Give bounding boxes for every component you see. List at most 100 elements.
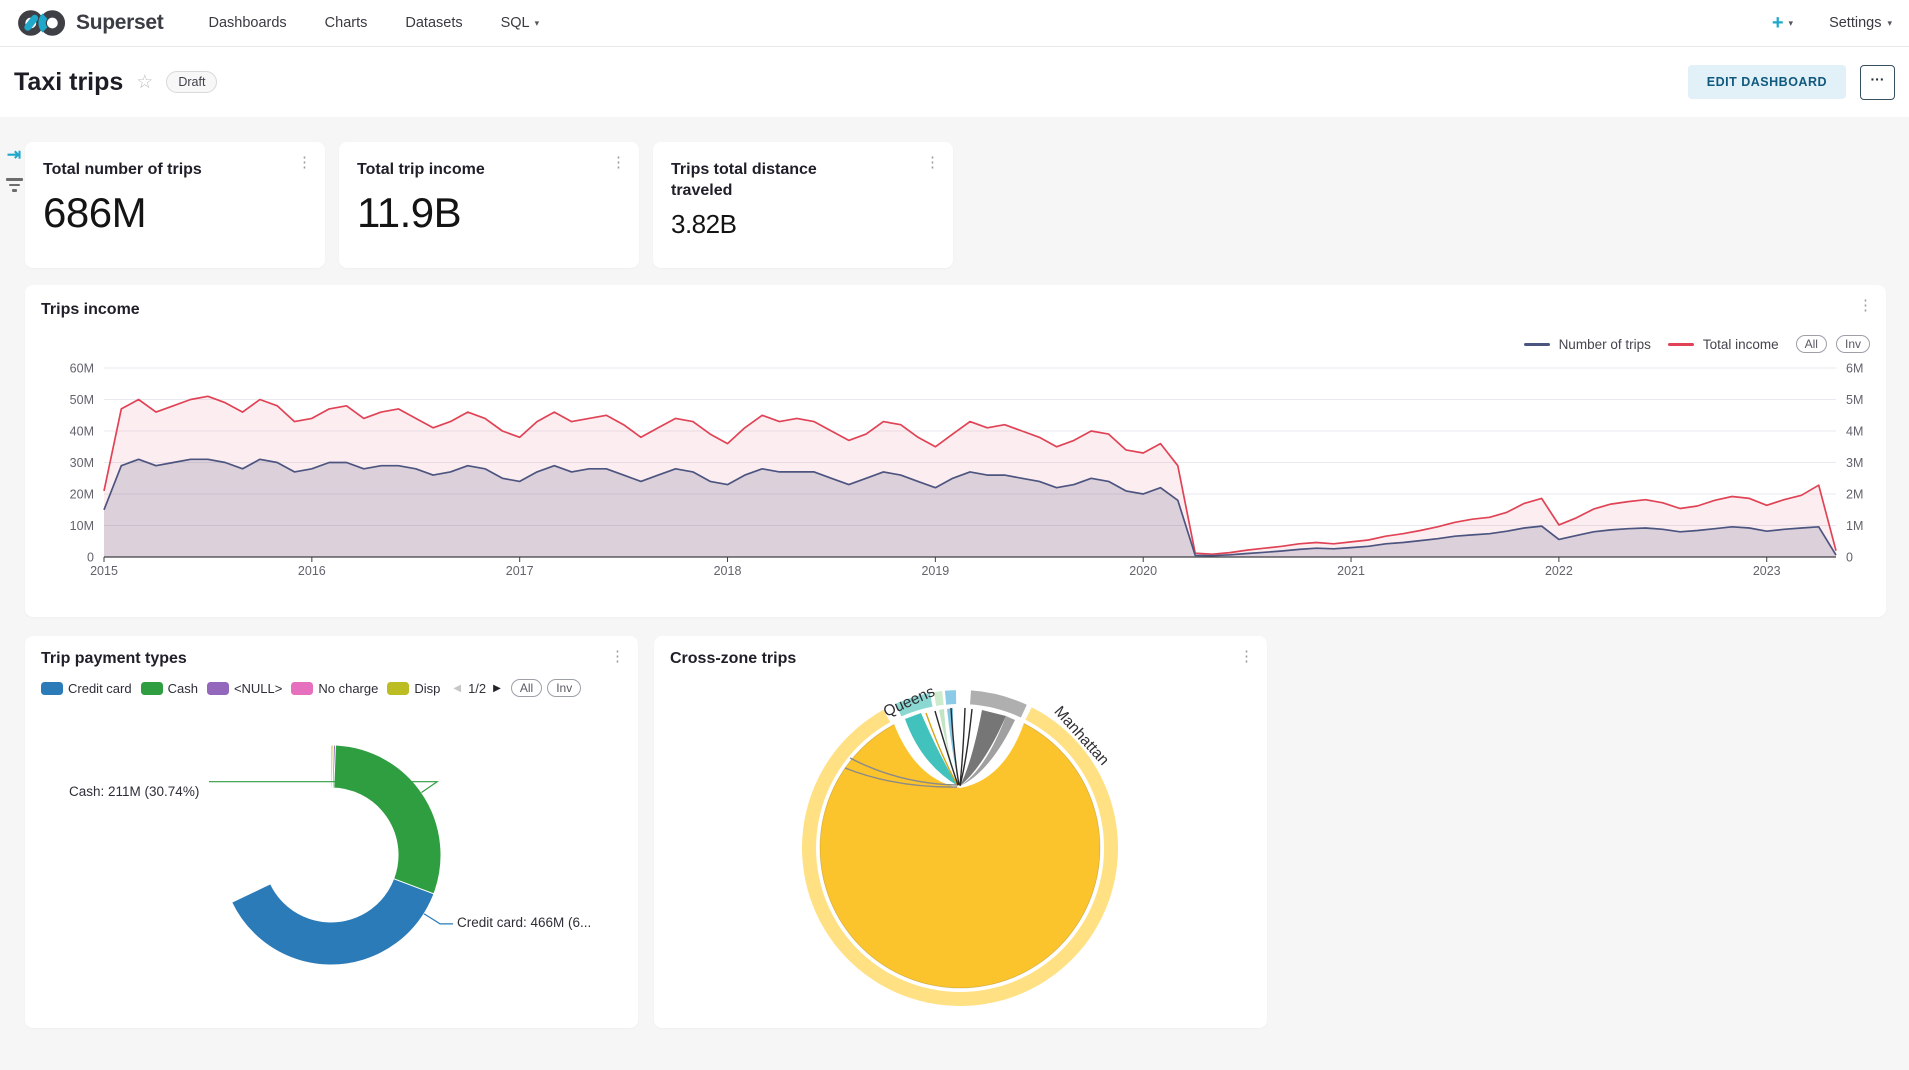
superset-logo[interactable]: Superset bbox=[17, 9, 164, 37]
kebab-menu-icon[interactable]: ⋮ bbox=[611, 154, 626, 171]
chart-title: Trip payment types bbox=[41, 650, 187, 667]
svg-text:0: 0 bbox=[1846, 551, 1853, 565]
pie-slice-disputed[interactable] bbox=[330, 744, 334, 789]
legend-prev-page-icon[interactable]: ◀ bbox=[453, 682, 462, 694]
svg-text:20M: 20M bbox=[70, 488, 94, 502]
nav-item-charts[interactable]: Charts bbox=[324, 15, 368, 31]
nav-item-datasets[interactable]: Datasets bbox=[405, 15, 463, 31]
kpi-value: 11.9B bbox=[357, 189, 462, 237]
svg-text:2015: 2015 bbox=[90, 564, 118, 578]
kpi-title: Total trip income bbox=[357, 161, 485, 178]
legend-item-null[interactable]: <NULL> bbox=[206, 681, 282, 696]
chord-zone-arc[interactable] bbox=[944, 690, 957, 705]
legend-swatch bbox=[41, 681, 63, 695]
filter-icon[interactable] bbox=[5, 178, 23, 192]
legend-item-total-income[interactable]: Total income bbox=[1702, 336, 1779, 352]
superset-infinity-icon bbox=[18, 10, 66, 36]
new-item-button[interactable]: + ▾ bbox=[1772, 13, 1793, 33]
legend-item-disputed[interactable]: Disp bbox=[387, 681, 440, 696]
chord-zone-arc[interactable] bbox=[970, 690, 1027, 718]
settings-menu[interactable]: Settings ▾ bbox=[1829, 15, 1892, 31]
dashboard-header: Taxi trips ☆ Draft EDIT DASHBOARD ··· bbox=[0, 47, 1909, 117]
cross-zone-trips-card: Cross-zone trips ⋮ Manhattan Queens bbox=[654, 636, 1267, 1028]
nav-item-sql[interactable]: SQL ▾ bbox=[500, 15, 540, 31]
filter-rail: ⇥ bbox=[3, 146, 25, 192]
legend-swatch bbox=[387, 681, 410, 695]
svg-text:40M: 40M bbox=[70, 425, 94, 439]
kpi-title: Total number of trips bbox=[43, 161, 202, 178]
svg-text:2M: 2M bbox=[1846, 488, 1863, 502]
svg-text:5M: 5M bbox=[1846, 393, 1863, 407]
pie-label-credit-card: Credit card: 466M (6... bbox=[457, 915, 592, 930]
svg-text:1M: 1M bbox=[1846, 519, 1863, 533]
kebab-menu-icon[interactable]: ⋮ bbox=[1858, 297, 1873, 314]
svg-text:2021: 2021 bbox=[1337, 564, 1365, 578]
kpi-card-trip-income: Total trip income ⋮ 11.9B bbox=[339, 142, 639, 268]
kebab-menu-icon[interactable]: ⋮ bbox=[297, 154, 312, 171]
chevron-down-icon: ▾ bbox=[1788, 17, 1794, 28]
kpi-row: Total number of trips ⋮ 686M Total trip … bbox=[25, 142, 1886, 268]
svg-text:2023: 2023 bbox=[1753, 564, 1781, 578]
dashboard-body: Total number of trips ⋮ 686M Total trip … bbox=[0, 117, 1909, 1028]
chart-title: Trips income bbox=[41, 301, 140, 318]
top-navbar: Superset Dashboards Charts Datasets SQL … bbox=[0, 0, 1909, 47]
kpi-value: 686M bbox=[43, 189, 147, 237]
legend-all-button[interactable]: All bbox=[1795, 335, 1827, 353]
legend-page-indicator: 1/2 bbox=[468, 680, 487, 696]
svg-text:4M: 4M bbox=[1846, 425, 1863, 439]
svg-text:2018: 2018 bbox=[714, 564, 742, 578]
kebab-menu-icon[interactable]: ⋮ bbox=[925, 154, 940, 171]
svg-text:60M: 60M bbox=[70, 362, 94, 376]
brand-name: Superset bbox=[76, 11, 164, 34]
legend-swatch bbox=[291, 681, 314, 695]
svg-text:50M: 50M bbox=[70, 393, 94, 407]
kpi-card-total-trips: Total number of trips ⋮ 686M bbox=[25, 142, 325, 268]
more-actions-button[interactable]: ··· bbox=[1860, 64, 1895, 100]
edit-dashboard-button[interactable]: EDIT DASHBOARD bbox=[1687, 65, 1846, 99]
payment-types-donut-chart bbox=[209, 744, 453, 966]
legend-all-button[interactable]: All bbox=[510, 679, 543, 697]
legend-item-credit-card[interactable]: Credit card bbox=[41, 681, 132, 696]
svg-text:3M: 3M bbox=[1846, 456, 1863, 470]
kpi-card-total-distance: Trips total distance traveled ⋮ 3.82B bbox=[653, 142, 953, 268]
plus-icon: + bbox=[1771, 12, 1784, 34]
page-title: Taxi trips bbox=[14, 67, 124, 96]
pie-legend: Credit card Cash <NULL> No charge Disp ◀… bbox=[41, 679, 622, 697]
pie-slice-cash[interactable] bbox=[330, 744, 442, 895]
kebab-menu-icon[interactable]: ⋮ bbox=[610, 648, 625, 665]
svg-text:0: 0 bbox=[87, 551, 94, 565]
svg-text:2020: 2020 bbox=[1129, 564, 1157, 578]
line-chart-legend: Number of trips Total income All Inv bbox=[1523, 335, 1870, 353]
trips-income-chart: 0 10M 20M 30M 40M 50M 60M 0 1M 2M 3M 4M 5M 6M 2015 2016… bbox=[70, 362, 1864, 579]
kebab-menu-icon[interactable]: ⋮ bbox=[1239, 648, 1254, 665]
svg-text:6M: 6M bbox=[1846, 362, 1863, 376]
legend-inv-button[interactable]: Inv bbox=[1835, 335, 1870, 353]
svg-text:2016: 2016 bbox=[298, 564, 326, 578]
chevron-down-icon: ▾ bbox=[1887, 17, 1892, 28]
legend-item-no-charge[interactable]: No charge bbox=[291, 681, 378, 696]
trip-payment-types-card: Trip payment types ⋮ Credit card Cash <N… bbox=[25, 636, 638, 1028]
legend-swatch bbox=[1523, 342, 1550, 346]
legend-inv-button[interactable]: Inv bbox=[547, 679, 582, 697]
bottom-row: Trip payment types ⋮ Credit card Cash <N… bbox=[25, 636, 1886, 1028]
status-badge: Draft bbox=[166, 71, 218, 93]
nav-item-dashboards[interactable]: Dashboards bbox=[208, 15, 287, 31]
favorite-star-icon[interactable]: ☆ bbox=[136, 71, 154, 93]
legend-swatch bbox=[206, 681, 229, 695]
chord-zone-arc[interactable] bbox=[933, 691, 944, 706]
trips-income-card: Trips income ⋮ Number of trips Total inc… bbox=[25, 285, 1886, 617]
legend-item-number-of-trips[interactable]: Number of trips bbox=[1558, 336, 1651, 352]
legend-next-page-icon[interactable]: ▶ bbox=[493, 682, 501, 694]
svg-text:2019: 2019 bbox=[921, 564, 949, 578]
svg-text:2022: 2022 bbox=[1545, 564, 1573, 578]
legend-swatch bbox=[1667, 342, 1694, 346]
chart-title: Cross-zone trips bbox=[670, 650, 797, 667]
kpi-title: Trips total distance traveled bbox=[671, 161, 817, 200]
legend-item-cash[interactable]: Cash bbox=[140, 681, 198, 696]
expand-filters-icon[interactable]: ⇥ bbox=[6, 145, 22, 164]
pie-label-cash: Cash: 211M (30.74%) bbox=[69, 784, 200, 799]
chevron-down-icon: ▾ bbox=[534, 17, 540, 28]
chord-zone-arc-queens[interactable] bbox=[895, 692, 933, 717]
svg-text:10M: 10M bbox=[70, 519, 94, 533]
